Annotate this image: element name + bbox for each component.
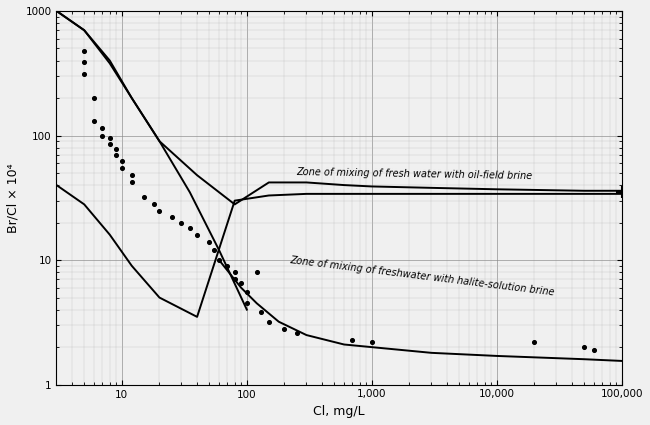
Point (111, 151, 122, 158)
Point (111, 145, 122, 152)
Point (242, 300, 252, 307)
Point (280, 326, 290, 332)
Point (98, 125, 108, 131)
Point (127, 172, 137, 178)
Point (105, 141, 115, 148)
Point (185, 225, 195, 232)
Text: Zone of mixing of freshwater with halite-solution brine: Zone of mixing of freshwater with halite… (290, 255, 556, 298)
Point (589, 346, 599, 353)
Point (229, 276, 240, 283)
Point (149, 201, 159, 208)
Point (256, 309, 266, 316)
Point (579, 344, 590, 351)
Point (138, 194, 149, 201)
Point (116, 164, 127, 171)
Point (89, 95, 99, 102)
Point (105, 135, 115, 142)
Point (529, 339, 539, 346)
Point (127, 179, 137, 186)
Point (229, 269, 240, 275)
Point (291, 329, 302, 336)
Point (214, 257, 224, 264)
Y-axis label: Br/Cl × 10⁴: Br/Cl × 10⁴ (7, 163, 20, 232)
Point (116, 158, 127, 165)
Point (347, 336, 358, 343)
Point (154, 207, 164, 214)
Point (98, 132, 108, 139)
Point (264, 318, 274, 325)
Point (242, 289, 252, 296)
Point (204, 238, 214, 245)
Point (89, 118, 99, 125)
Point (79, 47, 90, 54)
Point (252, 269, 262, 275)
Point (209, 247, 220, 254)
Point (176, 219, 187, 226)
Point (192, 231, 202, 238)
Point (236, 280, 246, 287)
Point (222, 262, 233, 269)
Point (166, 214, 177, 221)
X-axis label: Cl, mg/L: Cl, mg/L (313, 405, 365, 418)
Point (79, 59, 90, 65)
Text: Zone of mixing of fresh water with oil-field brine: Zone of mixing of fresh water with oil-f… (296, 167, 533, 181)
Point (367, 339, 377, 346)
Point (79, 71, 90, 78)
